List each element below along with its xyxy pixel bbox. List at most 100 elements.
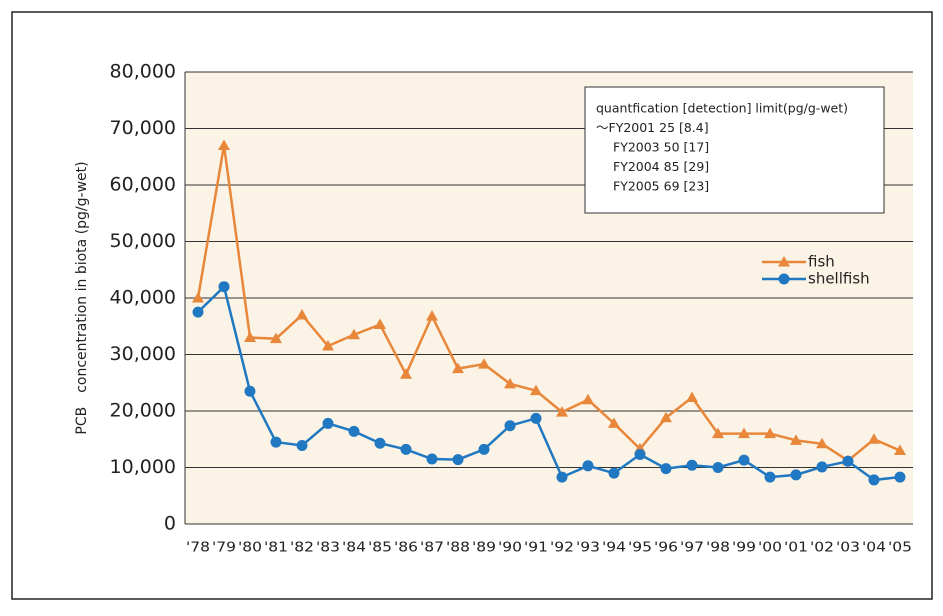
marker	[244, 385, 256, 397]
marker	[608, 417, 620, 428]
marker	[452, 362, 464, 374]
x-tick-label: '03	[836, 541, 860, 556]
y-tick-label: 20,000	[110, 400, 176, 422]
x-tick-label: '79	[212, 541, 236, 556]
x-tick-label: '82	[290, 541, 314, 556]
y-tick-label: 50,000	[110, 230, 176, 252]
marker	[348, 328, 360, 340]
y-tick-label: 70,000	[110, 117, 176, 139]
marker	[582, 460, 594, 472]
x-tick-label: '92	[550, 541, 574, 556]
marker	[296, 439, 308, 451]
marker	[738, 427, 750, 439]
marker	[790, 434, 802, 445]
y-tick-label: 40,000	[110, 287, 176, 309]
x-tick-label: '05	[888, 541, 912, 556]
x-tick-label: '94	[602, 541, 626, 556]
y-tick-label: 60,000	[110, 174, 176, 196]
x-tick-label: '95	[628, 541, 652, 556]
marker	[504, 377, 516, 389]
marker	[894, 444, 906, 456]
marker	[764, 427, 776, 439]
x-tick-label: '02	[810, 541, 834, 556]
marker	[556, 406, 568, 417]
x-tick-label: '85	[368, 541, 392, 556]
note-text: ～FY2001 25 [8.4]	[596, 120, 709, 135]
marker	[296, 308, 308, 320]
marker	[556, 471, 568, 483]
marker	[478, 443, 490, 455]
x-tick-label: '97	[680, 541, 704, 556]
x-tick-label: '88	[446, 541, 470, 556]
marker	[868, 433, 880, 444]
legend-label: shellfish	[808, 270, 870, 288]
series-line	[197, 284, 901, 482]
x-tick-label: '89	[472, 541, 496, 556]
marker	[244, 331, 256, 343]
x-tick-label: '00	[758, 541, 782, 556]
y-tick-label: 30,000	[110, 343, 176, 365]
x-tick-label: '78	[186, 541, 210, 556]
legend-label: fish	[808, 253, 835, 271]
marker	[660, 463, 672, 475]
marker	[712, 427, 724, 439]
x-tick-label: '99	[732, 541, 756, 556]
y-tick-label: 80,000	[110, 61, 176, 83]
marker	[634, 449, 646, 461]
marker	[764, 471, 776, 483]
marker	[374, 437, 386, 449]
marker	[374, 318, 386, 330]
x-tick-label: '81	[264, 541, 288, 556]
marker	[816, 437, 828, 449]
marker	[790, 469, 802, 481]
marker	[530, 412, 542, 424]
note-text: FY2005 69 [23]	[613, 179, 709, 194]
marker	[192, 292, 204, 303]
x-tick-label: '96	[654, 541, 678, 556]
x-tick-label: '91	[524, 541, 548, 556]
x-tick-label: '04	[862, 541, 886, 556]
series-line	[196, 145, 901, 463]
marker	[426, 453, 438, 465]
x-tick-label: '01	[784, 541, 808, 556]
marker	[270, 436, 282, 448]
note-text: quantfication [detection] limit(pg/g-wet…	[596, 101, 848, 116]
marker	[530, 384, 542, 396]
marker	[192, 306, 204, 318]
y-tick-label: 0	[164, 513, 176, 535]
x-tick-label: '83	[316, 541, 340, 556]
marker	[660, 411, 672, 423]
marker	[426, 310, 438, 321]
marker	[478, 358, 490, 369]
marker	[452, 454, 464, 466]
x-tick-label: '87	[420, 541, 444, 556]
marker	[582, 393, 594, 405]
marker	[868, 474, 880, 486]
marker	[816, 461, 828, 473]
marker	[322, 340, 334, 351]
x-tick-label: '98	[706, 541, 730, 556]
y-tick-label: 10,000	[110, 456, 176, 478]
note-box	[584, 86, 885, 214]
x-tick-label: '80	[238, 541, 262, 556]
marker	[778, 256, 790, 267]
marker	[894, 471, 906, 483]
marker	[504, 420, 516, 432]
x-tick-label: '86	[394, 541, 418, 556]
y-axis-label: PCB concentration in biota (pg/g-wet)	[74, 161, 90, 434]
marker	[712, 462, 724, 473]
marker	[686, 391, 698, 402]
marker	[842, 455, 854, 467]
x-tick-label: '84	[342, 541, 366, 556]
x-tick-label: '93	[576, 541, 600, 556]
marker	[270, 332, 282, 344]
marker	[738, 454, 750, 466]
note-text: FY2004 85 [29]	[613, 159, 709, 174]
marker	[218, 281, 230, 293]
marker	[322, 417, 334, 429]
marker	[778, 273, 790, 285]
x-tick-label: '90	[498, 541, 522, 556]
marker	[218, 139, 230, 150]
marker	[686, 459, 698, 471]
